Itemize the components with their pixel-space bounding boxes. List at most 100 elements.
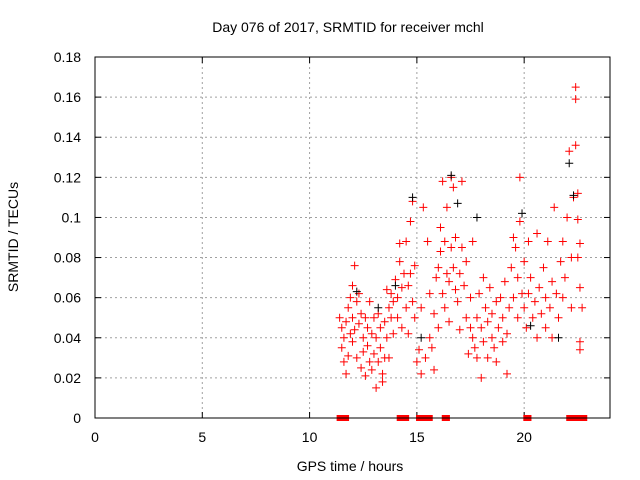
data-point-srmtid: [571, 95, 580, 104]
data-point-srmtid: [406, 217, 415, 226]
data-point-srmtid: [438, 289, 447, 298]
data-point-srmtid: [354, 289, 363, 298]
data-point-srmtid: [558, 237, 567, 246]
data-point-srmtid: [457, 243, 466, 252]
x-tick-label: 0: [91, 429, 99, 445]
y-tick-label: 0.06: [54, 290, 81, 306]
y-tick-label: 0.04: [54, 330, 81, 346]
axis-ticks: 0 5 10 15 20 0 0.02 0.04 0.06 0.08 0.1 0.12 0.14 0.16…: [54, 49, 610, 445]
data-point-srmtid: [472, 313, 481, 322]
x-tick-label: 15: [409, 429, 425, 445]
data-point-srmtid: [425, 289, 434, 298]
data-point-other: [417, 333, 426, 342]
data-point-srmtid: [496, 293, 505, 302]
data-point-srmtid: [558, 293, 567, 302]
y-axis-label: SRMTID / TECUs: [5, 182, 21, 292]
data-point-srmtid: [397, 283, 406, 292]
data-point-srmtid: [382, 333, 391, 342]
data-point-srmtid: [550, 203, 559, 212]
data-point-srmtid: [571, 141, 580, 150]
data-point-srmtid: [464, 349, 473, 358]
data-point-srmtid: [453, 297, 462, 306]
data-point-srmtid: [389, 297, 398, 306]
data-points: [335, 83, 588, 421]
data-point-srmtid: [578, 303, 587, 312]
data-point-srmtid: [376, 343, 385, 352]
data-point-srmtid: [389, 329, 398, 338]
data-point-srmtid: [541, 293, 550, 302]
data-point-srmtid: [346, 293, 355, 302]
data-point-srmtid: [573, 253, 582, 262]
data-point-srmtid: [361, 371, 370, 380]
data-point-srmtid: [524, 289, 533, 298]
data-point-srmtid: [565, 147, 574, 156]
data-point-srmtid: [447, 243, 456, 252]
data-point-srmtid: [404, 281, 413, 290]
data-point-srmtid: [520, 257, 529, 266]
data-point-srmtid: [483, 353, 492, 362]
data-point-srmtid: [339, 357, 348, 366]
data-point-other: [554, 333, 563, 342]
data-point-other: [526, 321, 535, 330]
data-point-srmtid: [395, 239, 404, 248]
data-point-srmtid: [507, 263, 516, 272]
data-point-srmtid: [528, 313, 537, 322]
data-point-srmtid: [335, 313, 344, 322]
data-point-srmtid: [477, 323, 486, 332]
data-point-srmtid: [344, 303, 353, 312]
data-point-srmtid: [434, 263, 443, 272]
data-point-srmtid: [442, 203, 451, 212]
data-point-srmtid: [475, 289, 484, 298]
data-point-srmtid: [548, 277, 557, 286]
data-point-srmtid: [457, 177, 466, 186]
chart-title: Day 076 of 2017, SRMTID for receiver mch…: [212, 19, 484, 35]
data-point-srmtid: [359, 333, 368, 342]
y-tick-label: 0.16: [54, 89, 81, 105]
data-point-srmtid: [509, 293, 518, 302]
data-point-srmtid: [402, 237, 411, 246]
data-point-srmtid: [363, 341, 372, 350]
data-point-srmtid: [384, 353, 393, 362]
data-point-srmtid: [393, 313, 402, 322]
data-point-srmtid: [365, 357, 374, 366]
data-point-srmtid: [436, 247, 445, 256]
data-point-srmtid: [419, 203, 428, 212]
data-point-srmtid: [541, 323, 550, 332]
data-point-srmtid: [503, 329, 511, 338]
data-point-srmtid: [466, 293, 475, 302]
data-point-srmtid: [543, 237, 552, 246]
data-point-srmtid: [404, 329, 413, 338]
data-point-srmtid: [350, 261, 359, 270]
data-point-srmtid: [552, 289, 561, 298]
data-point-srmtid: [372, 383, 381, 392]
data-point-other: [569, 191, 578, 200]
data-point-srmtid: [357, 363, 366, 372]
data-point-srmtid: [395, 257, 404, 266]
data-point-srmtid: [361, 313, 370, 322]
data-point-srmtid: [462, 313, 471, 322]
data-point-srmtid: [455, 325, 464, 334]
data-point-srmtid: [430, 365, 439, 374]
data-point-other: [374, 303, 383, 312]
data-point-srmtid: [449, 263, 458, 272]
y-tick-label: 0.18: [54, 49, 81, 65]
data-point-srmtid: [515, 217, 524, 226]
data-point-srmtid: [346, 329, 355, 338]
data-point-srmtid: [494, 323, 503, 332]
data-point-srmtid: [533, 229, 542, 238]
data-point-srmtid: [365, 297, 374, 306]
data-point-srmtid: [573, 215, 582, 224]
data-point-srmtid: [490, 343, 499, 352]
data-point-srmtid: [348, 337, 357, 346]
data-point-srmtid: [378, 377, 387, 386]
y-tick-label: 0: [73, 410, 81, 426]
data-point-srmtid: [374, 357, 383, 366]
data-point-srmtid: [393, 293, 402, 302]
x-tick-label: 20: [516, 429, 532, 445]
data-point-srmtid: [575, 337, 584, 346]
data-point-srmtid: [462, 257, 471, 266]
data-point-srmtid: [563, 213, 572, 222]
data-point-srmtid: [434, 323, 443, 332]
data-point-srmtid: [560, 273, 569, 282]
